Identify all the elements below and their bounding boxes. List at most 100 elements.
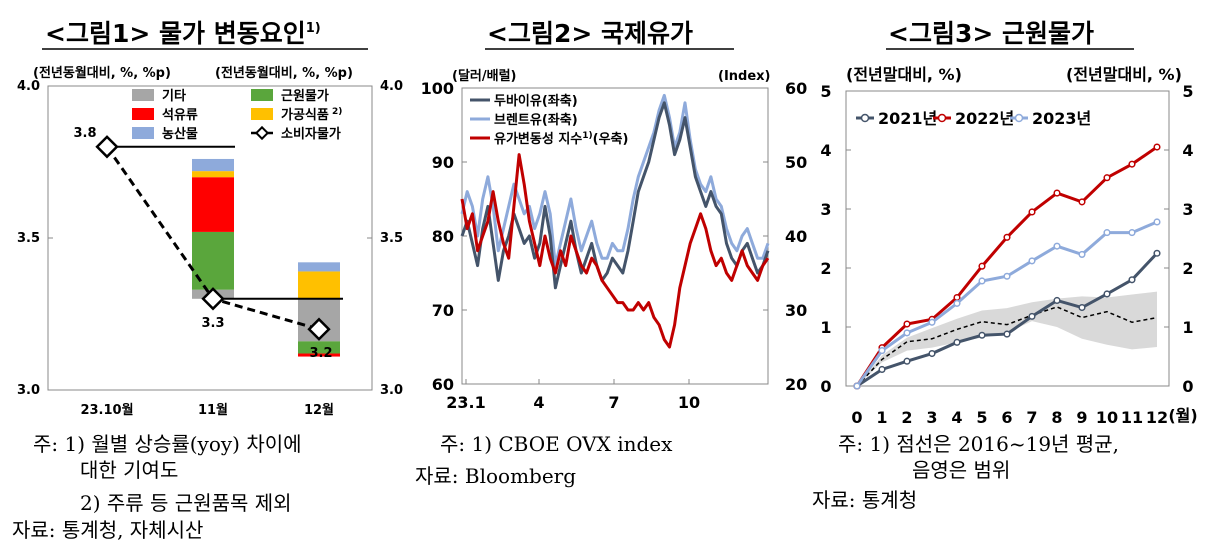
panel3-series-marker — [1053, 189, 1061, 197]
panel2-legend-label: 두바이유(좌축) — [494, 93, 578, 109]
panel3-series-marker — [978, 262, 986, 270]
panel3-y-tick-label: 5 — [820, 82, 831, 101]
panel2-series-line — [460, 93, 770, 268]
panel1-legend-sup: 2) — [329, 107, 343, 117]
panel2-x-tick-label: 7 — [608, 393, 619, 412]
panel3-x-tick-label: 0 — [851, 408, 862, 427]
panel3-series-marker — [1003, 272, 1011, 280]
panel3-legend-label: 2022년 — [955, 109, 1014, 128]
panel3-x-tick-label: 7 — [1026, 408, 1037, 427]
panel3-series-marker — [1053, 296, 1061, 305]
panel1-x-tick-label: 11월 — [198, 402, 228, 418]
panel1-y-ticks-left: 3.0 3.5 4.0 — [17, 79, 53, 398]
panel3-series-marker — [1128, 229, 1136, 237]
panel3-series-marker — [903, 329, 911, 337]
panel3-series-marker — [1028, 208, 1036, 216]
panel3-x-tick-label: 12 — [1146, 408, 1168, 427]
panel1-legend-swatch — [132, 89, 154, 101]
panel1-y-tick-label-right: 3.5 — [380, 231, 403, 246]
panel1-bar-segment — [192, 231, 234, 290]
panel1-cpi-marker — [95, 135, 119, 159]
panel3-series-marker — [953, 299, 961, 307]
panel3-y-tick-label: 1 — [820, 318, 831, 337]
panel1-note-1: 주: 1) 월별 상승률(yoy) 차이에 — [33, 432, 302, 456]
panel3-x-tick-label: 4 — [951, 408, 962, 427]
panel1-bar-segment — [298, 353, 340, 357]
panel3-avg-line — [856, 306, 1158, 387]
panel1-legend-marker — [254, 125, 270, 141]
panel2-legend-sup: 1) — [582, 131, 592, 141]
panel3-y-tick-label: 4 — [820, 141, 831, 160]
panel3-series-marker — [1078, 198, 1086, 206]
panel1-y-tick-label-right: 3.0 — [380, 383, 403, 398]
panel1-cpi-label: 3.3 — [201, 316, 224, 331]
panel3-series-marker — [978, 277, 986, 285]
panel2-y-tick-label: 100 — [421, 79, 454, 98]
panel2-y-tick-label-right: 50 — [785, 153, 807, 172]
panel2-legend: 두바이유(좌축) 브렌트유(좌축) 유가변동성 지수1)(우축) — [470, 93, 628, 147]
panel1-legend-label: 근원물가 — [281, 89, 329, 104]
panel3-y-tick-label-right: 4 — [1182, 141, 1193, 160]
panel3-x-tick-label: 9 — [1076, 408, 1087, 427]
panel3-x-tick-label: 6 — [1001, 408, 1012, 427]
panel1-title: <그림1> 물가 변동요인1) — [45, 19, 321, 48]
panel3-x-tick-label: 5 — [976, 408, 987, 427]
panel3-y-tick-label: 2 — [820, 259, 831, 278]
panel2-x-tick-label: 10 — [678, 393, 700, 412]
panel2-source: 자료: Bloomberg — [415, 464, 576, 488]
panel1-legend-label: 기타 — [162, 88, 186, 104]
panel3-series-marker — [928, 350, 936, 358]
panel1-x-tick-label: 12월 — [304, 402, 334, 418]
panel3-series-marker — [1028, 312, 1036, 320]
panel2-x-tick-label: 4 — [533, 393, 544, 412]
panel3-title: <그림3> 근원물가 — [888, 19, 1094, 48]
panel3-right-unit: (전년말대비, %) — [1066, 65, 1182, 84]
panel3-legend: 2021년 2022년 2023년 — [856, 109, 1091, 128]
panel3-series-marker — [1153, 143, 1161, 151]
panel3-series-marker — [903, 320, 911, 328]
panel3-y-tick-label-right: 2 — [1182, 259, 1193, 278]
panel3-series-marker — [1003, 330, 1011, 338]
panel3-left-unit: (전년말대비, %) — [846, 65, 962, 84]
panel2-y-tick-label: 70 — [432, 301, 454, 320]
panel1-x-ticks: 23.10월 11월 12월 — [80, 402, 334, 418]
panel3-plot-frame — [845, 90, 1170, 387]
panel3-y-tick-label-right: 3 — [1182, 200, 1193, 219]
panel1-cpi-marker — [307, 317, 331, 341]
panel3-series-marker — [1103, 174, 1111, 182]
panel3-series-marker — [1103, 229, 1111, 237]
panel3-x-unit: (월) — [1168, 406, 1197, 425]
panel1-legend-label: 석유류 — [162, 108, 198, 123]
panel3-series-marker — [953, 338, 961, 346]
panel3-series-marker — [1053, 242, 1061, 250]
panel2-left-unit: (달러/배럴) — [452, 68, 516, 84]
panel1-bars — [192, 158, 340, 357]
panel2-x-tick-label: 23.1 — [446, 393, 485, 412]
panel1-legend-swatch — [251, 108, 273, 120]
panel3-x-tick-label: 8 — [1051, 408, 1062, 427]
panel3-legend-marker — [1014, 113, 1024, 123]
panel1-x-tick-label: 23.10월 — [80, 402, 133, 418]
panel3-series-marker — [1003, 233, 1011, 241]
panel1-cpi-line: 3.8 3.3 3.2 — [73, 126, 343, 361]
panel3-series-marker — [878, 365, 886, 374]
panel1-bar-segment — [298, 271, 340, 299]
panel3-series-marker — [1028, 257, 1036, 265]
panel3-y-tick-label: 3 — [820, 200, 831, 219]
panel1-legend-label: 가공식품 2) — [281, 107, 342, 123]
panel3-series-marker — [1103, 290, 1111, 298]
panel1-y-tick-label: 4.0 — [17, 79, 40, 94]
panel2: <그림2> 국제유가 (달러/배럴) (Index) 60 70 80 90 100 20… — [415, 19, 807, 488]
panel3-series-marker — [853, 382, 861, 390]
panel3-note-2: 음영은 범위 — [912, 458, 1010, 482]
panel1-bar-segment — [192, 158, 234, 172]
panel2-y-tick-label-right: 30 — [785, 301, 807, 320]
panel1-y-ticks-right: 3.0 3.5 4.0 — [367, 79, 403, 398]
panel1-note-2: 대한 기여도 — [80, 458, 178, 482]
panel1-cpi-marker — [201, 287, 225, 311]
panel1-legend-swatch — [132, 108, 154, 120]
panel3-y-tick-label-right: 0 — [1182, 377, 1193, 396]
panel1: <그림1> 물가 변동요인1) (전년동월대비, %, %p) (전년동월대비,… — [12, 19, 403, 542]
panel3-series-marker — [1153, 218, 1161, 226]
